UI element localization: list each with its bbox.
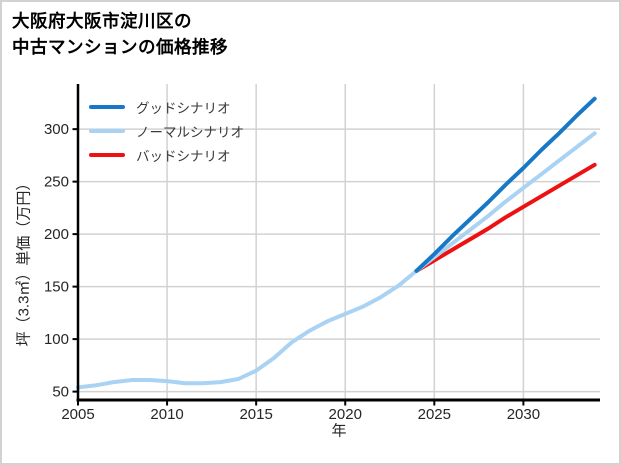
y-axis-label: 坪（3.3㎡）単価（万円） xyxy=(15,175,33,347)
y-tick-label: 50 xyxy=(52,384,69,401)
good-scenario-line-icon xyxy=(89,105,125,109)
y-tick-label: 150 xyxy=(44,279,69,296)
x-tick-label: 2015 xyxy=(239,406,272,423)
series-line-normal xyxy=(414,131,597,273)
series-line-bad xyxy=(414,162,597,273)
normal-scenario-line-icon xyxy=(89,129,125,133)
legend-item-normal-scenario: ノーマルシナリオ xyxy=(89,119,244,143)
title-line-2: 中古マンションの価格推移 xyxy=(12,37,228,58)
x-tick-label: 2005 xyxy=(61,406,94,423)
series-line-good xyxy=(414,96,597,273)
y-tick-label: 100 xyxy=(44,331,69,348)
x-tick-label: 2020 xyxy=(329,406,362,423)
series-line-history xyxy=(76,268,419,390)
page-title: 大阪府大阪市淀川区の 中古マンションの価格推移 xyxy=(12,8,228,61)
bad-scenario-line-icon xyxy=(89,153,125,157)
y-tick-label: 250 xyxy=(44,174,69,191)
title-line-1: 大阪府大阪市淀川区の xyxy=(12,11,192,31)
legend-item-bad-scenario: バッドシナリオ xyxy=(89,143,244,167)
legend-item-good-scenario: グッドシナリオ xyxy=(89,95,244,119)
x-tick-label: 2030 xyxy=(507,406,540,423)
legend-label-good: グッドシナリオ xyxy=(136,101,231,116)
y-tick-label: 300 xyxy=(44,121,69,138)
legend: グッドシナリオ ノーマルシナリオ バッドシナリオ xyxy=(89,95,244,167)
x-axis-label: 年 xyxy=(331,422,347,440)
y-tick-label: 200 xyxy=(44,226,69,243)
x-tick-label: 2010 xyxy=(150,406,183,423)
legend-label-bad: バッドシナリオ xyxy=(136,149,231,164)
x-tick-label: 2025 xyxy=(418,406,451,423)
legend-label-normal: ノーマルシナリオ xyxy=(136,125,244,140)
